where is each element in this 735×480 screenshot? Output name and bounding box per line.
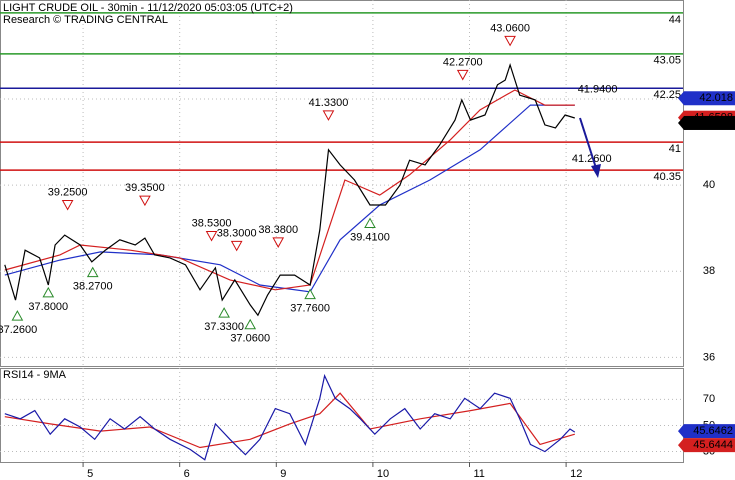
forecast-arrow [579, 117, 597, 169]
high-marker [504, 35, 516, 47]
price-tag-label: 45.6444 [693, 439, 733, 451]
x-tick-label: 10 [377, 468, 389, 480]
level-label: 40.35 [653, 171, 681, 183]
y-tick-label: 70 [703, 393, 715, 405]
annotation-label: 37.8000 [28, 301, 68, 313]
level-label: 44 [669, 14, 681, 26]
annotation-label: 39.3500 [125, 182, 165, 194]
high-marker [272, 237, 285, 248]
price-panel [0, 0, 684, 367]
low-marker [42, 286, 55, 298]
price-tag-label: 42.018 [699, 92, 733, 104]
x-tick-label: 11 [474, 468, 485, 480]
series-line [4, 392, 575, 449]
target-label: 41.9400 [578, 84, 618, 96]
high-marker [230, 240, 243, 252]
annotation-label: 43.0600 [490, 22, 530, 34]
high-marker [139, 195, 151, 207]
x-tick-label: 9 [280, 468, 286, 480]
price-tag-pointer [678, 424, 684, 439]
annotation-label: 41.3300 [309, 97, 349, 109]
forecast-arrow-head [591, 164, 601, 178]
level-label: 41 [669, 143, 681, 155]
low-marker [218, 307, 230, 318]
y-tick-label: 40 [703, 179, 715, 191]
annotation-label: 38.5300 [192, 217, 232, 229]
level-label: 42.25 [653, 89, 681, 101]
annotation-label: 37.7600 [290, 303, 330, 315]
low-marker [364, 217, 376, 229]
high-marker [322, 110, 335, 121]
price-tag-pointer [678, 91, 684, 106]
price-tag-pointer [678, 115, 684, 130]
high-marker [205, 230, 218, 242]
annotation-label: 38.3000 [217, 227, 257, 239]
price-tag [684, 424, 735, 439]
price-tag-pointer [678, 438, 684, 453]
rsi-title: RSI14 - 9MA [3, 369, 67, 381]
high-marker [61, 199, 74, 211]
target-label: 41.2600 [572, 153, 612, 165]
low-marker [304, 288, 316, 300]
y-tick-label: 36 [703, 351, 715, 363]
low-marker [244, 318, 257, 330]
low-marker [86, 266, 99, 278]
level-label: 43.05 [653, 55, 681, 67]
annotation-label: 39.4100 [350, 231, 390, 243]
price-tag [684, 115, 735, 130]
price-tag-label: 41.63 [705, 117, 733, 129]
price-tag-label: 45.6462 [693, 425, 733, 437]
chart-subtitle: Research © TRADING CENTRAL [3, 14, 168, 26]
x-tick-label: 12 [570, 468, 582, 480]
series-line [4, 373, 576, 461]
price-tag [684, 91, 735, 106]
annotation-label: 37.0600 [230, 333, 270, 345]
x-tick-label: 6 [184, 468, 190, 480]
rsi-panel [0, 368, 684, 463]
chart-title: LIGHT CRUDE OIL - 30min - 11/12/2020 05:… [3, 2, 293, 14]
series-line [4, 89, 575, 291]
x-tick-label: 5 [87, 468, 93, 480]
low-marker [11, 310, 24, 321]
annotation-label: 38.3800 [258, 224, 298, 236]
annotation-label: 37.3300 [204, 321, 244, 333]
high-marker [456, 69, 469, 81]
annotation-label: 39.2500 [48, 186, 88, 198]
annotation-label: 37.2600 [0, 324, 37, 336]
price-tag [684, 438, 735, 453]
series-line [4, 63, 575, 317]
y-tick-label: 38 [703, 265, 715, 277]
annotation-label: 42.2700 [443, 56, 483, 68]
annotation-label: 38.2700 [73, 281, 113, 293]
